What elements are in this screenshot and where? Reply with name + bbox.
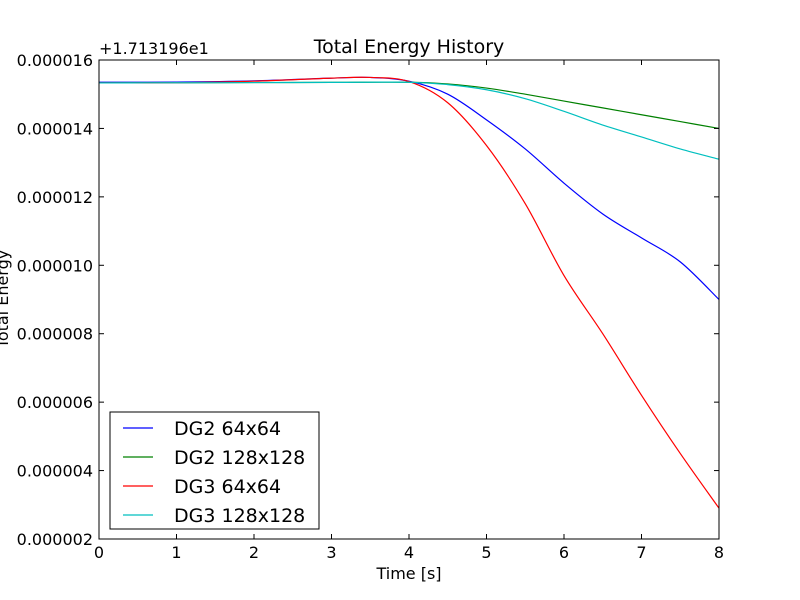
x-tick-label: 8 [714, 543, 724, 562]
x-tick-label: 6 [559, 543, 569, 562]
x-tick-label: 5 [481, 543, 491, 562]
x-tick-label: 7 [636, 543, 646, 562]
legend-frame [109, 411, 320, 530]
x-tick-label: 4 [404, 543, 414, 562]
legend-label: DG3 128x128 [174, 505, 305, 527]
x-tick-label: 3 [326, 543, 336, 562]
y-axis-title: Total Energy [0, 250, 12, 349]
y-tick-label: 0.000008 [17, 325, 93, 344]
legend-label: DG2 128x128 [174, 447, 305, 469]
y-offset-label: +1.713196e1 [99, 39, 209, 58]
legend-label: DG2 64x64 [174, 418, 281, 440]
plot-frame [98, 59, 720, 540]
legend-entries: DG2 64x64 DG2 128x128 DG3 64x64 DG3 128x128 [123, 418, 305, 527]
legend: DG2 64x64 DG2 128x128 DG3 64x64 DG3 128x128 [109, 411, 320, 530]
x-tick-label: 0 [94, 543, 104, 562]
y-tick-label: 0.000004 [17, 462, 93, 481]
x-tick-label: 1 [171, 543, 181, 562]
legend-label: DG3 64x64 [174, 476, 281, 498]
series-line-dg3-128x128 [98, 81, 720, 160]
y-tick-label: 0.000006 [17, 393, 93, 412]
series-line-dg3-64x64 [98, 76, 720, 509]
y-tick-label: 0.000010 [17, 256, 93, 275]
y-tick-label: 0.000002 [17, 530, 93, 549]
x-axis-title: Time [s] [375, 564, 441, 583]
tick-layer: 0 1 2 3 4 5 6 7 8 0.000002 0.000004 0.000006 0.00000… [17, 51, 724, 562]
x-tick-label: 2 [249, 543, 259, 562]
y-tick-label: 0.000012 [17, 188, 93, 207]
series-layer [98, 76, 720, 509]
chart-title: Total Energy History [313, 36, 505, 58]
y-tick-label: 0.000016 [17, 51, 93, 70]
y-tick-label: 0.000014 [17, 119, 93, 138]
